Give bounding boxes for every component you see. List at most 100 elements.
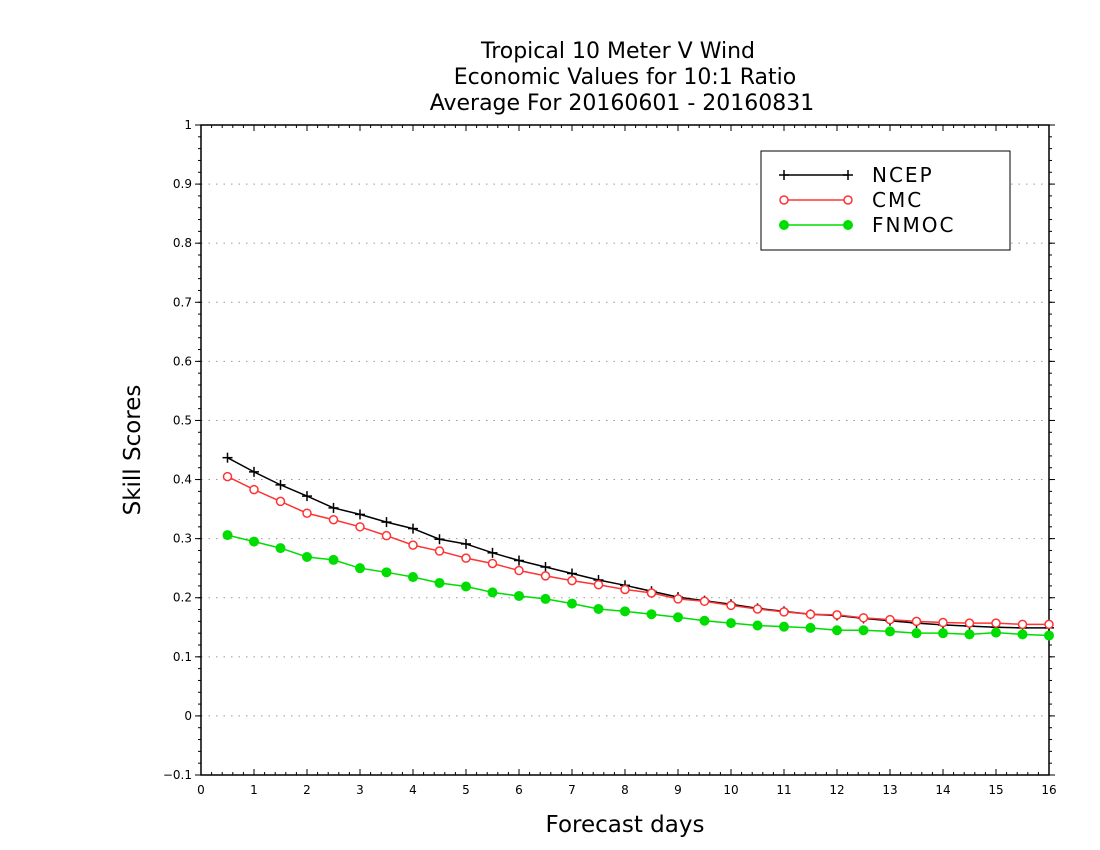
x-tick-label: 8 (621, 783, 629, 797)
data-point-cmc (540, 571, 551, 581)
x-tick-label: 15 (988, 783, 1003, 797)
x-tick-label: 0 (197, 783, 205, 797)
series-layer (222, 452, 1054, 641)
data-point-cmc (752, 604, 763, 614)
data-point-cmc (249, 484, 259, 495)
data-point-fnmoc (752, 620, 763, 631)
data-point-cmc (434, 546, 445, 556)
series-line-ncep (227, 457, 1049, 629)
legend-label-fnmoc: FNMOC (872, 213, 955, 237)
data-point-ncep (249, 466, 259, 477)
x-tick-label: 1 (250, 783, 258, 797)
title-line-2: Economic Values for 10:1 Ratio (454, 65, 796, 90)
axis-ticks: −0.100.10.20.30.40.50.60.70.80.910 1 2 3 4 5 6… (163, 118, 1057, 797)
data-point-fnmoc (302, 551, 312, 562)
legend-entry-fnmoc: FNMOC (779, 213, 955, 237)
data-point-cmc (461, 553, 471, 563)
data-point-cmc (991, 618, 1001, 628)
data-point-cmc (1017, 619, 1028, 630)
x-tick-label: 10 (723, 783, 738, 797)
data-point-fnmoc (805, 622, 816, 633)
data-point-fnmoc (540, 593, 551, 604)
data-point-cmc (779, 607, 789, 617)
x-tick-label: 5 (462, 783, 470, 797)
data-point-cmc (885, 614, 895, 625)
data-point-cmc (911, 616, 922, 627)
y-tick-label: 0.4 (173, 473, 192, 487)
x-tick-label: 13 (882, 783, 897, 797)
data-point-cmc (805, 609, 816, 620)
legend-marker-fnmoc (843, 220, 853, 230)
data-point-cmc (275, 496, 286, 507)
data-point-ncep (275, 479, 286, 490)
data-point-ncep (514, 555, 524, 566)
x-tick-label: 4 (409, 783, 417, 797)
legend-label-cmc: CMC (872, 188, 923, 212)
data-point-cmc (673, 594, 683, 604)
data-point-fnmoc (249, 536, 259, 547)
data-point-cmc (832, 610, 842, 620)
data-point-ncep (222, 452, 233, 463)
y-tick-label: 0 (184, 709, 192, 723)
data-point-fnmoc (461, 581, 471, 592)
data-point-fnmoc (381, 567, 392, 578)
grid-lines (201, 183, 1049, 717)
data-point-cmc (938, 617, 948, 628)
x-tick-label: 14 (935, 783, 950, 797)
data-point-ncep (487, 547, 498, 558)
data-point-fnmoc (1017, 629, 1028, 640)
data-point-fnmoc (673, 612, 683, 623)
data-point-cmc (381, 530, 392, 541)
chart-title: Tropical 10 Meter V Wind Economic Values… (430, 39, 815, 116)
data-point-fnmoc (726, 618, 736, 629)
data-point-fnmoc (593, 603, 604, 614)
data-point-cmc (408, 540, 418, 550)
data-point-cmc (593, 579, 604, 590)
x-tick-label: 3 (356, 783, 364, 797)
data-point-fnmoc (355, 563, 365, 574)
data-point-cmc (726, 600, 736, 611)
y-tick-label: 0.3 (173, 532, 192, 546)
x-tick-label: 12 (829, 783, 844, 797)
y-axis-label: Skill Scores (120, 385, 146, 516)
x-axis-label: Forecast days (546, 812, 705, 838)
data-point-fnmoc (832, 625, 842, 636)
data-point-cmc (355, 522, 365, 532)
data-point-cmc (699, 596, 710, 607)
x-tick-label: 7 (568, 783, 576, 797)
legend-marker-cmc (779, 195, 789, 205)
x-tick-label: 16 (1041, 783, 1056, 797)
data-point-cmc (858, 613, 869, 623)
data-point-fnmoc (434, 577, 445, 588)
y-tick-label: 0.5 (173, 413, 192, 427)
y-tick-label: 0.2 (173, 591, 192, 605)
series-line-cmc (227, 475, 1049, 626)
data-point-fnmoc (1044, 630, 1054, 641)
data-point-cmc (328, 514, 339, 525)
y-tick-label: 0.6 (173, 354, 192, 368)
data-point-fnmoc (964, 629, 975, 640)
y-tick-label: −0.1 (163, 768, 192, 782)
data-point-fnmoc (646, 609, 657, 620)
data-point-fnmoc (620, 606, 630, 617)
series-fnmoc (222, 530, 1054, 641)
data-point-ncep (328, 502, 339, 513)
data-point-cmc (567, 575, 577, 586)
data-point-cmc (964, 618, 975, 628)
series-line-fnmoc (227, 534, 1050, 637)
legend-marker-fnmoc (779, 220, 789, 230)
data-point-ncep (355, 509, 365, 520)
data-point-cmc (646, 588, 657, 598)
data-point-ncep (434, 534, 445, 545)
series-cmc (222, 471, 1054, 630)
data-point-fnmoc (487, 587, 498, 598)
y-tick-label: 1 (184, 118, 192, 132)
x-tick-label: 9 (674, 783, 682, 797)
y-tick-label: 0.8 (173, 236, 192, 250)
title-line-1: Tropical 10 Meter V Wind (480, 39, 755, 64)
data-point-fnmoc (885, 626, 895, 637)
data-point-fnmoc (699, 615, 710, 626)
data-point-fnmoc (567, 598, 577, 609)
